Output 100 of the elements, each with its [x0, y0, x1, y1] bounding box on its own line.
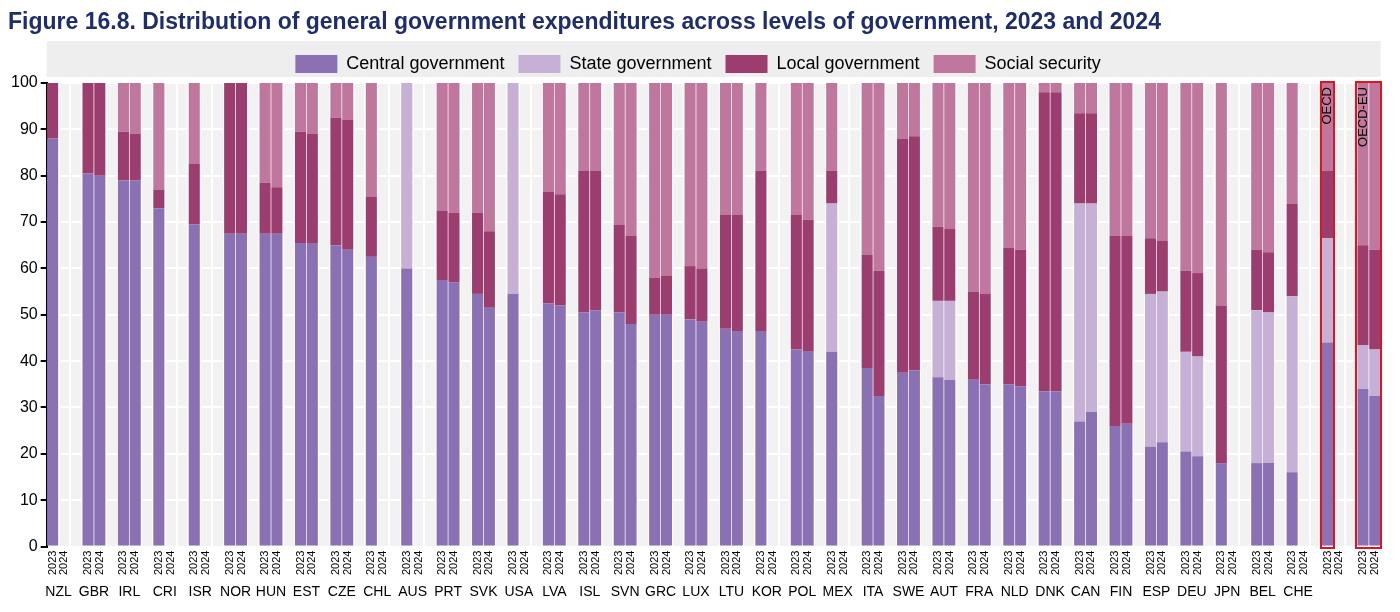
text: PRT [434, 582, 463, 599]
x-tick-label: 2024 [1155, 550, 1168, 576]
bar [1215, 83, 1227, 306]
bar [401, 83, 413, 269]
text: ISR [188, 582, 212, 599]
text: LUX [682, 582, 711, 599]
x-tick-label: 2023 [1356, 550, 1369, 576]
text: AUT [929, 582, 959, 599]
x-tick-label: 2024 [128, 550, 141, 576]
bar [47, 83, 59, 139]
x-tick-label: 2024 [765, 550, 778, 576]
bar [1286, 296, 1298, 473]
x-tick-label: 2024 [411, 550, 424, 576]
x-tick-label: 2023 [860, 550, 873, 576]
bar [507, 293, 519, 546]
legend-label: Local government [776, 52, 920, 73]
bar [755, 330, 767, 546]
text: SWE [892, 582, 925, 599]
y-tick-label: 50 [19, 305, 38, 323]
x-tick-label: 2024 [447, 550, 460, 576]
x-tick-label: 2023 [1108, 550, 1121, 576]
x-tick-label: 2024 [694, 550, 707, 576]
x-tick-label: 2024 [234, 550, 247, 576]
text: CHL [363, 582, 392, 599]
text: EST [292, 582, 321, 599]
bar [826, 171, 838, 204]
text: USA [504, 582, 534, 599]
x-tick-label: 2024 [1367, 550, 1380, 576]
x-tick-label: 2023 [824, 550, 837, 576]
text: CAN [1070, 582, 1101, 599]
x-tick-label: 2024 [1084, 550, 1097, 576]
x-tick-label: 2023 [222, 550, 235, 576]
text: JPN [1213, 582, 1241, 599]
text: SVK [469, 582, 499, 599]
x-tick-label: 2024 [624, 550, 637, 576]
x-tick-label: 2024 [517, 550, 530, 576]
x-tick-label: 2023 [399, 550, 412, 576]
text: CZE [327, 582, 356, 599]
text: FRA [965, 582, 994, 599]
bar [1322, 342, 1334, 546]
x-tick-label: 2023 [435, 550, 448, 576]
x-tick-label: 2024 [836, 550, 849, 576]
x-tick-label: 2024 [730, 550, 743, 576]
x-tick-label: 2024 [801, 550, 814, 576]
text: AUS [398, 582, 428, 599]
bar [365, 83, 377, 197]
legend-label: Social security [984, 52, 1101, 73]
x-tick-label: 2024 [942, 550, 955, 576]
bar [1322, 238, 1334, 343]
y-tick-label: 60 [19, 258, 38, 276]
legend-label: State government [569, 52, 712, 73]
y-tick-label: 20 [19, 444, 38, 462]
bar [188, 164, 200, 225]
x-tick-label: 2023 [506, 550, 519, 576]
bar [1286, 472, 1298, 546]
x-tick-label: 2023 [1214, 550, 1227, 576]
y-tick-label: 10 [19, 490, 38, 508]
text: GBR [78, 582, 110, 599]
bar [365, 256, 377, 546]
bar [1215, 305, 1227, 464]
text: MEX [822, 582, 854, 599]
x-tick-label: 2023 [931, 550, 944, 576]
text: DNK [1035, 582, 1066, 599]
x-tick-label: 2024 [163, 550, 176, 576]
bar [1215, 463, 1227, 546]
bar [365, 196, 377, 257]
x-tick-label: 2023 [1320, 550, 1333, 576]
x-tick-label: 2023 [753, 550, 766, 576]
x-tick-label: 2023 [364, 550, 377, 576]
x-tick-label: 2023 [1249, 550, 1262, 576]
x-tick-label: 2023 [541, 550, 554, 576]
bar [153, 83, 165, 190]
text: HUN [255, 582, 287, 599]
x-tick-label: 2024 [1119, 550, 1132, 576]
x-tick-label: 2023 [1143, 550, 1156, 576]
x-tick-label: 2023 [293, 550, 306, 576]
text: NLD [1000, 582, 1029, 599]
x-tick-label: 2023 [789, 550, 802, 576]
y-tick-label: 40 [19, 351, 38, 369]
x-tick-label: 2024 [659, 550, 672, 576]
x-tick-label: 2024 [1261, 550, 1274, 576]
text: BEL [1249, 582, 1277, 599]
x-tick-label: 2024 [305, 550, 318, 576]
bar [153, 208, 165, 546]
x-tick-label: 2024 [199, 550, 212, 576]
text: NOR [220, 582, 252, 599]
x-tick-label: 2023 [81, 550, 94, 576]
text: ESP [1142, 582, 1171, 599]
x-tick-label: 2023 [1001, 550, 1014, 576]
bar [755, 83, 767, 172]
x-tick-label: 2024 [1049, 550, 1062, 576]
text: CRI [152, 582, 177, 599]
text: FIN [1109, 582, 1133, 599]
text: GRC [645, 582, 677, 599]
text: CHE [1283, 582, 1313, 599]
x-tick-label: 2023 [258, 550, 271, 576]
x-tick-label: 2023 [895, 550, 908, 576]
x-tick-label: 2024 [92, 550, 105, 576]
y-tick-label: 0 [28, 536, 38, 554]
y-tick-label: 80 [19, 166, 38, 184]
